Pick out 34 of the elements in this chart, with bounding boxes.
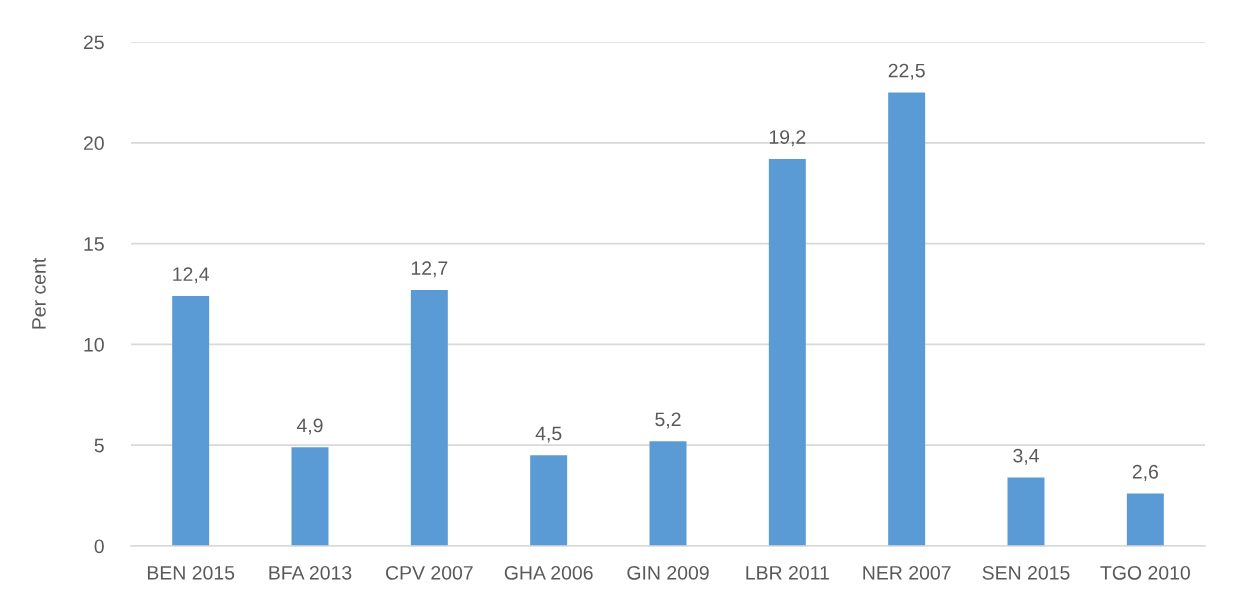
data-label: 4,5 [535,426,562,443]
data-label: 19,2 [769,130,806,147]
data-label: 2,6 [1132,464,1158,481]
x-tick-label: LBR 2011 [746,565,829,580]
y-tick-label: 0 [94,539,104,554]
bar [1126,493,1164,546]
x-tick-label: BFA 2013 [269,565,352,580]
bar [768,158,806,546]
data-label: 5,2 [655,412,681,429]
data-label: 3,4 [1013,448,1039,465]
x-tick-label: SEN 2015 [982,565,1070,580]
data-label: 12,4 [173,267,210,284]
x-tick-label: TGO 2010 [1100,565,1190,580]
y-tick-label: 15 [84,237,104,251]
x-tick-label: BEN 2015 [147,565,235,580]
x-tick-label: GIN 2009 [627,565,709,580]
y-tick-label: 5 [94,438,104,453]
data-label: 12,7 [411,261,448,278]
y-tick-label: 10 [84,337,104,352]
x-tick-label: NER 2007 [863,565,951,580]
data-label: 22,5 [888,63,925,80]
y-tick-label: 25 [83,35,104,50]
bar [1007,477,1045,546]
bar [649,441,687,546]
data-label: 4,9 [296,418,323,435]
bar [410,289,448,546]
y-axis-title: Per cent [32,257,46,329]
bar [530,455,568,546]
y-tick-label: 20 [83,136,104,151]
bar [172,296,210,546]
bar [888,92,926,546]
x-tick-label: GHA 2006 [504,565,593,580]
bar [291,447,329,546]
x-tick-label: CPV 2007 [386,565,473,580]
